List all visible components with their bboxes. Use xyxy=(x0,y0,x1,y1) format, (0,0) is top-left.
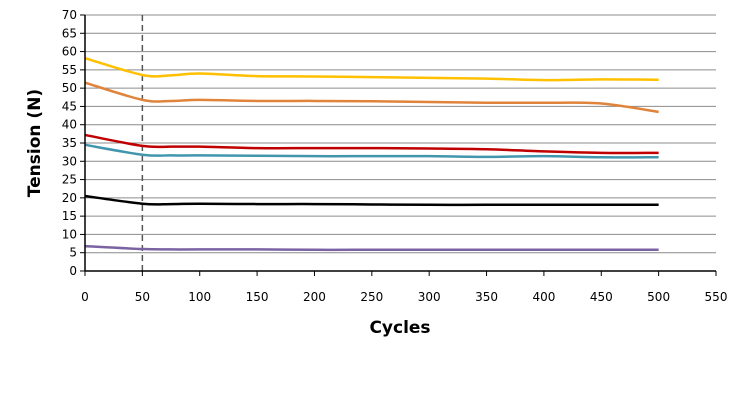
x-tick-label: 150 xyxy=(246,290,269,304)
y-tick-label: 15 xyxy=(62,209,77,223)
y-tick-label: 70 xyxy=(62,8,77,22)
y-tick-label: 65 xyxy=(62,26,77,40)
x-tick-label: 550 xyxy=(705,290,728,304)
x-axis-title: Cycles xyxy=(369,318,430,338)
series-line-black xyxy=(84,194,659,207)
series-group xyxy=(84,56,659,252)
x-tick-label: 100 xyxy=(188,290,211,304)
x-tick-label: 0 xyxy=(81,290,89,304)
y-tick-label: 20 xyxy=(62,191,77,205)
series-line-orange xyxy=(84,81,659,114)
x-tick-label: 200 xyxy=(303,290,326,304)
y-tick-label: 35 xyxy=(62,136,77,150)
x-tick-label: 50 xyxy=(135,290,150,304)
y-tick-label: 40 xyxy=(62,118,77,132)
tick-labels: 0 5 10 15 20 25 30 35 40 45 50 55 60 65 70 0 50 100 150 200… xyxy=(62,8,728,304)
x-tick-label: 400 xyxy=(532,290,555,304)
series-line-purple xyxy=(84,244,659,252)
y-tick-label: 50 xyxy=(62,81,77,95)
y-tick-label: 30 xyxy=(62,154,77,168)
axes xyxy=(80,14,717,276)
series-line-yellow xyxy=(84,56,659,82)
x-tick-label: 350 xyxy=(475,290,498,304)
y-tick-label: 10 xyxy=(62,227,77,241)
y-tick-label: 45 xyxy=(62,99,77,113)
series-line-red xyxy=(84,133,659,155)
y-axis-title: Tension (N) xyxy=(25,89,45,197)
y-tick-label: 0 xyxy=(69,264,77,278)
series-line-teal xyxy=(84,143,659,159)
y-tick-label: 5 xyxy=(69,246,77,260)
y-tick-label: 55 xyxy=(62,63,77,77)
x-tick-label: 250 xyxy=(360,290,383,304)
x-tick-label: 500 xyxy=(647,290,670,304)
y-tick-label: 60 xyxy=(62,45,77,59)
gridlines xyxy=(85,14,716,254)
x-tick-label: 450 xyxy=(590,290,613,304)
y-tick-label: 25 xyxy=(62,173,77,187)
x-tick-label: 300 xyxy=(418,290,441,304)
